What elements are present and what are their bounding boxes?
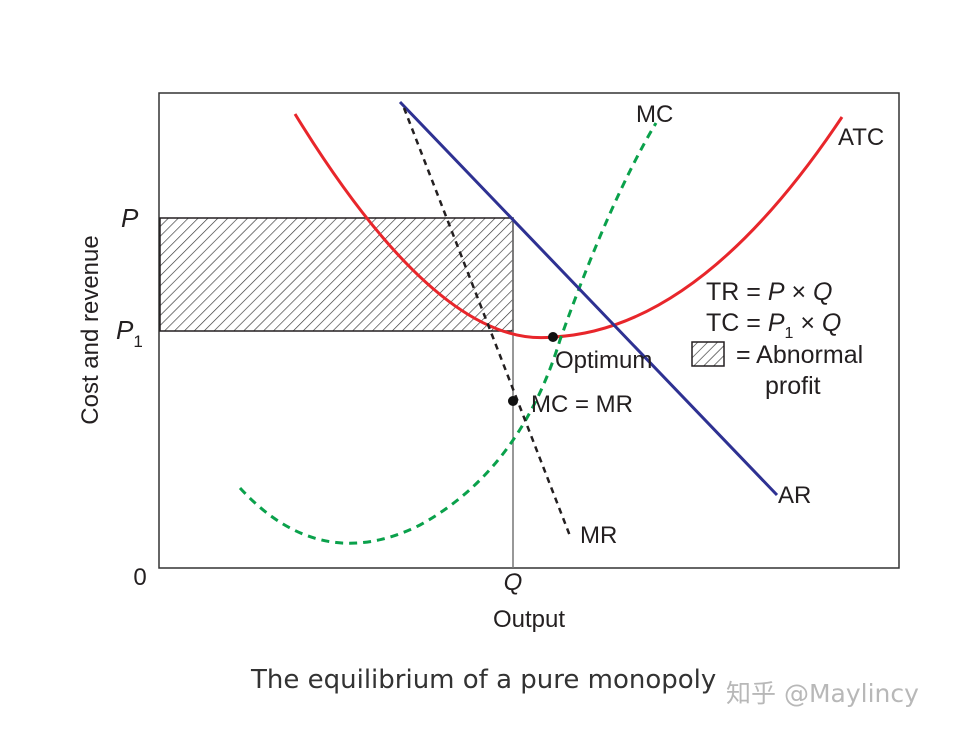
cost-label-base: P bbox=[116, 315, 134, 345]
tr-formula: TR = P × Q bbox=[706, 278, 832, 306]
legend-hatch-swatch bbox=[691, 341, 725, 367]
mr-label: MR bbox=[580, 522, 617, 549]
legend-profit-line1: = Abnormal bbox=[736, 341, 863, 369]
tr-var2: Q bbox=[813, 278, 832, 306]
tc-var1: P bbox=[768, 309, 785, 337]
tr-prefix: TR = bbox=[706, 278, 768, 306]
mc-label: MC bbox=[636, 101, 673, 128]
atc-label: ATC bbox=[838, 124, 884, 151]
cost-label: P1 bbox=[116, 315, 143, 351]
tc-prefix: TC = bbox=[706, 309, 768, 337]
tc-op: × bbox=[793, 309, 822, 337]
tc-sub: 1 bbox=[785, 325, 794, 342]
watermark: 知乎 @Maylincy bbox=[726, 679, 919, 708]
quantity-label: Q bbox=[504, 569, 523, 596]
figure-caption: The equilibrium of a pure monopoly bbox=[250, 665, 716, 695]
optimum-point bbox=[548, 332, 558, 342]
optimum-label: Optimum bbox=[555, 347, 652, 374]
origin-label: 0 bbox=[133, 564, 146, 591]
tr-var1: P bbox=[768, 278, 785, 306]
equilibrium-label: MC = MR bbox=[531, 391, 633, 418]
price-label: P bbox=[121, 203, 139, 233]
y-axis-label: Cost and revenue bbox=[77, 235, 104, 424]
ar-label: AR bbox=[778, 482, 811, 509]
legend-profit-line2: profit bbox=[765, 372, 821, 400]
abnormal-profit-area bbox=[159, 217, 514, 332]
equilibrium-point bbox=[508, 396, 518, 406]
x-axis-label: Output bbox=[493, 606, 565, 633]
mc-curve bbox=[238, 122, 658, 545]
tc-formula: TC = P1 × Q bbox=[706, 309, 841, 342]
plot-frame bbox=[158, 92, 900, 569]
tr-op: × bbox=[785, 278, 814, 306]
cost-label-sub: 1 bbox=[133, 332, 142, 351]
tc-var2: Q bbox=[822, 309, 841, 337]
ar-line bbox=[398, 100, 779, 497]
